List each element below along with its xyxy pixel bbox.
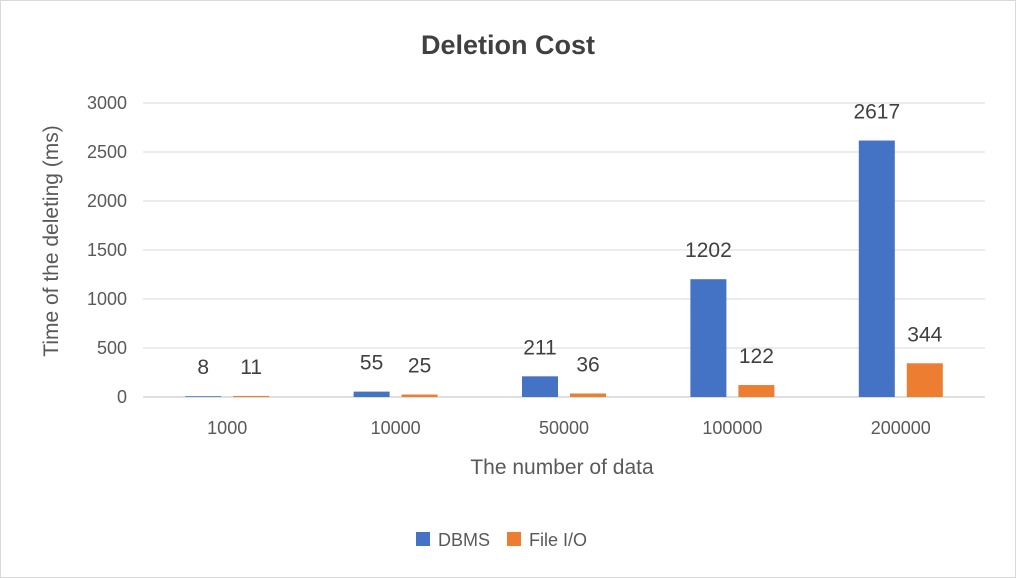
data-label: 211	[523, 336, 556, 359]
legend-item: DBMS	[416, 530, 490, 550]
bar-file-i-o-10000	[401, 394, 438, 397]
legend-swatch	[416, 532, 430, 546]
data-label: 55	[360, 352, 383, 375]
data-label: 1202	[685, 239, 732, 262]
bars	[185, 140, 943, 397]
data-label: 36	[576, 353, 599, 376]
x-tick-label: 1000	[207, 418, 247, 438]
bar-dbms-50000	[522, 376, 558, 397]
bar-file-i-o-1000	[233, 395, 270, 397]
gridlines	[143, 102, 985, 398]
bar-dbms-200000	[858, 140, 895, 397]
bar-file-i-o-100000	[738, 385, 775, 397]
bar-file-i-o-50000	[570, 393, 606, 397]
data-labels: 8 11 55 25 211 36 1202 122 2617 344	[197, 101, 942, 380]
y-tick-label: 2500	[87, 142, 127, 162]
bar-dbms-100000	[690, 279, 727, 397]
data-label: 8	[197, 356, 209, 379]
y-axis-title: Time of the deleting (ms)	[40, 125, 63, 356]
y-axis-ticks: 0 500 1000 1500 2000 2500 3000	[87, 93, 127, 407]
x-tick-label: 10000	[371, 418, 421, 438]
data-label: 344	[907, 323, 942, 346]
y-tick-label: 2000	[87, 191, 127, 211]
legend-swatch	[507, 532, 521, 546]
y-tick-label: 3000	[87, 93, 127, 113]
y-tick-label: 1500	[87, 240, 127, 260]
y-tick-label: 0	[117, 387, 127, 407]
bar-dbms-1000	[185, 396, 222, 397]
bar-dbms-10000	[353, 391, 390, 397]
data-label: 2617	[853, 101, 900, 124]
x-tick-label: 50000	[539, 418, 589, 438]
chart-title: Deletion Cost	[421, 30, 595, 60]
x-tick-label: 200000	[871, 418, 931, 438]
x-axis-title: The number of data	[470, 456, 654, 479]
legend-item: File I/O	[507, 530, 587, 550]
legend-label: File I/O	[529, 530, 587, 550]
y-tick-label: 1000	[87, 289, 127, 309]
data-label: 122	[739, 345, 774, 368]
y-tick-label: 500	[97, 338, 127, 358]
data-label: 11	[240, 356, 262, 379]
legend-label: DBMS	[438, 530, 490, 550]
x-tick-label: 100000	[702, 418, 762, 438]
x-axis-ticks: 1000 10000 50000 100000 200000	[207, 418, 931, 438]
legend: DBMS File I/O	[416, 530, 587, 550]
data-label: 25	[408, 355, 431, 378]
bar-file-i-o-200000	[906, 363, 943, 397]
